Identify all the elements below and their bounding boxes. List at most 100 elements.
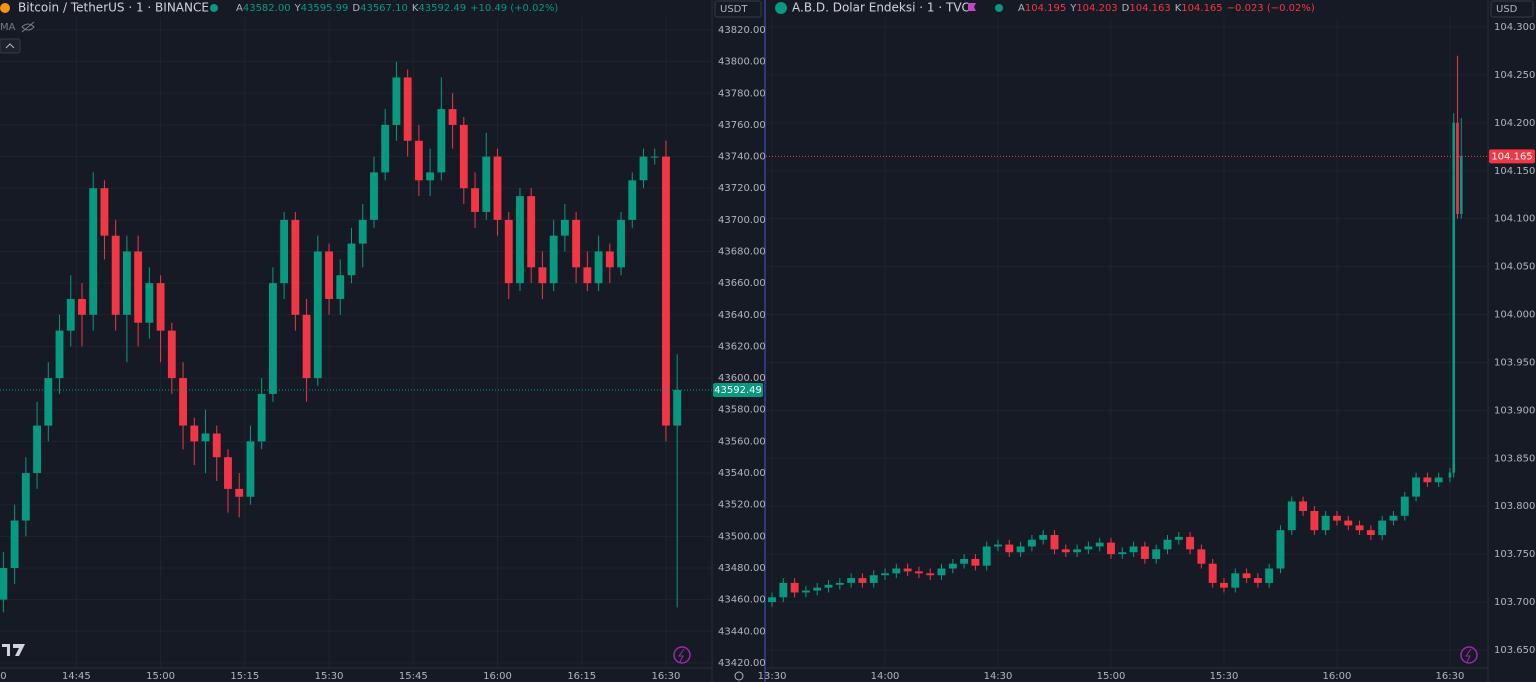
- y-tick-label: 104.000: [1494, 310, 1535, 321]
- status-dot: [995, 4, 1003, 12]
- candle-body: [1448, 472, 1452, 478]
- y-tick-label: 43500.00: [718, 531, 766, 542]
- ohlc-value: 104.165: [1181, 3, 1222, 14]
- flag-icon[interactable]: [968, 3, 976, 11]
- status-dot: [210, 4, 218, 12]
- candle-body: [538, 267, 547, 284]
- candle-body: [1039, 534, 1048, 540]
- panel-divider: [764, 0, 766, 682]
- y-tick-label: 43420.00: [718, 658, 766, 669]
- candle-body: [673, 389, 682, 426]
- candle-body: [358, 219, 367, 244]
- candle-body: [572, 219, 581, 268]
- ohlc-value: 104.163: [1129, 3, 1170, 14]
- candle-body: [347, 243, 356, 276]
- candle-body: [914, 571, 923, 574]
- currency-label[interactable]: USDT: [720, 4, 748, 15]
- candle-body: [471, 188, 479, 212]
- dxy-chart: 13:30 14:00 14:30 15:00 15:30 16:00 16:30 103.6…: [758, 0, 1535, 682]
- candle-body: [516, 196, 524, 284]
- candle-body: [1005, 544, 1014, 553]
- candle-body: [78, 298, 86, 315]
- candle-body: [779, 582, 788, 598]
- candle-body: [1163, 539, 1172, 550]
- candle-body: [1242, 573, 1251, 579]
- candle-body: [948, 563, 957, 569]
- candle-body: [560, 219, 569, 236]
- candle-body: [1321, 515, 1330, 531]
- y-tick-label: 43560.00: [718, 436, 766, 447]
- y-tick-label: 43700.00: [718, 215, 766, 226]
- y-tick-label: 103.850: [1494, 453, 1535, 464]
- candle-body: [370, 172, 378, 220]
- candle-body: [1310, 511, 1319, 531]
- plot-area: [0, 18, 712, 668]
- currency-label[interactable]: USD: [1496, 4, 1518, 15]
- symbol-title: A.B.D. Dolar Endeksi · 1 · TVC: [792, 1, 970, 15]
- x-tick-label: 15:15: [230, 671, 259, 682]
- candle-body: [583, 267, 592, 284]
- candle-body: [89, 188, 98, 315]
- x-tick-label: 14:00: [871, 671, 900, 682]
- candle-body: [66, 298, 75, 331]
- candle-body: [549, 235, 558, 284]
- candle-body: [145, 283, 154, 323]
- candle-body: [280, 219, 289, 284]
- ohlc-label: A: [1018, 3, 1025, 14]
- candle-body: [1253, 578, 1262, 583]
- y-tick-label: 104.050: [1494, 262, 1535, 273]
- candle-body: [824, 584, 833, 588]
- y-tick-label: 104.300: [1494, 22, 1535, 33]
- candle-body: [813, 587, 822, 591]
- candle-body: [122, 251, 131, 315]
- settings-button[interactable]: [734, 671, 744, 681]
- symbol-title: Bitcoin / TetherUS · 1 · BINANCE: [18, 1, 209, 15]
- y-tick-label: 43640.00: [718, 310, 766, 321]
- candle-body: [835, 582, 844, 585]
- candle-body: [1378, 520, 1387, 535]
- x-tick-label: 15:30: [315, 671, 344, 682]
- y-tick-label: 104.200: [1494, 118, 1535, 129]
- y-tick-label: 43720.00: [718, 183, 766, 194]
- candle-body: [134, 251, 143, 323]
- y-tick-label: 104.250: [1494, 70, 1535, 81]
- candle-body: [1276, 530, 1285, 569]
- candle-body: [1366, 530, 1375, 535]
- candle-body: [1299, 501, 1308, 512]
- candle-body: [1389, 515, 1398, 521]
- candle-body: [235, 488, 244, 497]
- ohlc-label: Y: [1069, 3, 1077, 14]
- visibility-icon[interactable]: [21, 21, 35, 33]
- collapse-button[interactable]: [0, 38, 21, 54]
- candle-body: [426, 172, 435, 181]
- candle-body: [437, 109, 446, 173]
- alert-button[interactable]: [673, 646, 691, 664]
- candle-body: [605, 251, 614, 268]
- currency-box: [1490, 0, 1534, 18]
- y-tick-label: 43620.00: [718, 341, 766, 352]
- y-tick-label: 103.650: [1494, 645, 1535, 656]
- candle-body: [325, 251, 333, 299]
- candle-body: [1333, 515, 1341, 521]
- candle-body: [1174, 536, 1183, 540]
- y-tick-label: 103.800: [1494, 501, 1535, 512]
- candle-body: [881, 573, 889, 576]
- candle-body: [156, 283, 165, 331]
- candle-body: [414, 140, 423, 181]
- last-price-box: [1489, 149, 1535, 164]
- y-tick-label: 104.100: [1494, 214, 1535, 225]
- y-tick-label: 43780.00: [718, 88, 766, 99]
- y-tick-label: 43540.00: [718, 468, 766, 479]
- alert-bolt: [1465, 648, 1472, 663]
- candle-body: [858, 578, 867, 583]
- candle-body: [482, 156, 491, 212]
- candle-body: [1265, 568, 1274, 583]
- ohlc-label: D: [1122, 3, 1130, 14]
- ohlc-label: K: [1175, 3, 1182, 14]
- alert-button[interactable]: [1460, 646, 1478, 664]
- candle-body: [1050, 534, 1059, 550]
- candle-body: [1140, 546, 1149, 559]
- candle-body: [628, 180, 637, 220]
- y-tick-label: 43520.00: [718, 500, 766, 511]
